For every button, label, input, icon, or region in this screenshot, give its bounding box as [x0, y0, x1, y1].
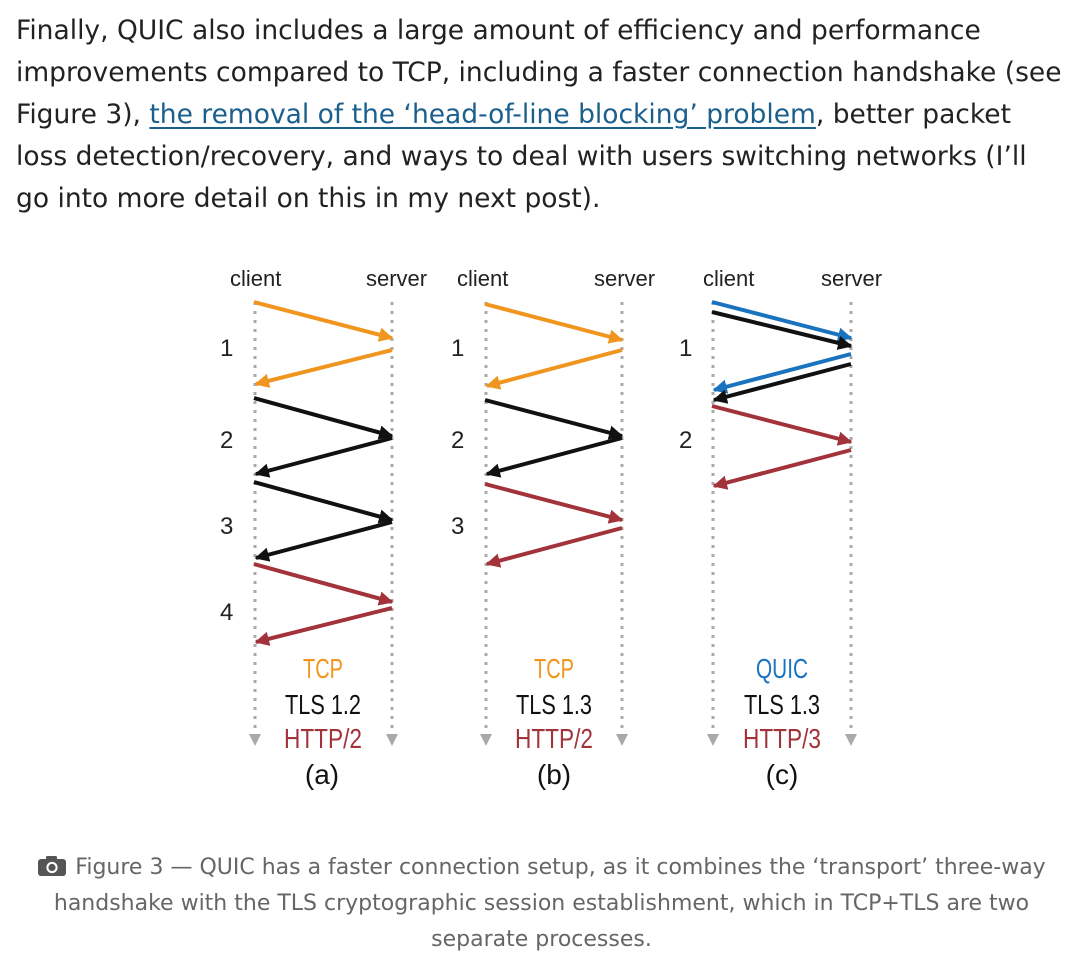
- tls-arrow: [253, 396, 394, 440]
- http-response-arrow: [254, 606, 393, 646]
- diagram-c: client server 1 2 QUIC TLS 1.3 HTTP/3 (c…: [679, 266, 882, 790]
- protocol-label: TLS 1.2: [285, 689, 361, 720]
- tls-arrow: [254, 520, 393, 562]
- server-timeline-arrowhead: [616, 734, 628, 746]
- tcp-syn-arrow: [484, 302, 624, 344]
- tcp-synack-arrow: [485, 348, 623, 390]
- round-trip-number: 2: [451, 427, 464, 454]
- figure-sublabel: (b): [537, 759, 571, 790]
- figure-caption: Figure 3 — QUIC has a faster connection …: [20, 850, 1063, 958]
- figure-sublabel: (a): [305, 759, 339, 790]
- figure-sublabel: (c): [766, 759, 799, 790]
- round-trip-number: 2: [679, 427, 692, 454]
- server-timeline-arrowhead: [386, 734, 398, 746]
- tls-arrow: [484, 398, 624, 440]
- caption-text: Figure 3 — QUIC has a faster connection …: [53, 855, 1046, 952]
- tls-serverhello-arrow: [712, 362, 852, 404]
- tcp-synack-arrow: [254, 348, 393, 388]
- client-timeline-arrowhead: [249, 734, 261, 746]
- paragraph-text-end: , better packet loss detection/recovery,…: [16, 99, 1027, 214]
- protocol-label: HTTP/2: [515, 723, 593, 754]
- handshake-figure: client server 1 2 3 4 TCP TLS 1.2 HTTP/2…: [220, 266, 882, 790]
- http-request-arrow: [484, 482, 624, 524]
- tls-arrow: [254, 436, 393, 478]
- round-trip-number: 4: [220, 599, 233, 626]
- diagram-b: client server 1 2 3 TCP TLS 1.3 HTTP/2 (…: [451, 266, 655, 790]
- http-response-arrow: [485, 526, 623, 568]
- protocol-label: HTTP/3: [743, 723, 821, 754]
- protocol-label: TCP: [303, 653, 343, 684]
- camera-icon: [38, 856, 67, 876]
- server-label: server: [594, 266, 655, 291]
- protocol-label: HTTP/2: [284, 723, 362, 754]
- tls-clienthello-arrow: [711, 310, 853, 350]
- protocol-label: QUIC: [756, 653, 808, 684]
- round-trip-number: 1: [679, 335, 692, 362]
- client-timeline-arrowhead: [707, 734, 719, 746]
- tls-arrow: [253, 480, 394, 524]
- round-trip-number: 2: [220, 427, 233, 454]
- protocol-label: TLS 1.3: [516, 689, 592, 720]
- body-paragraph: Finally, QUIC also includes a large amou…: [16, 10, 1066, 220]
- client-label: client: [457, 266, 508, 291]
- server-label: server: [821, 266, 882, 291]
- quic-initial-arrow: [711, 300, 853, 342]
- diagram-a: client server 1 2 3 4 TCP TLS 1.2 HTTP/2…: [220, 266, 427, 790]
- server-timeline-arrowhead: [845, 734, 857, 746]
- round-trip-number: 1: [220, 335, 233, 362]
- tls-arrow: [485, 436, 623, 478]
- client-label: client: [703, 266, 754, 291]
- http-response-arrow: [712, 448, 852, 490]
- tcp-syn-arrow: [253, 300, 394, 342]
- round-trip-number: 3: [451, 513, 464, 540]
- http-request-arrow: [253, 562, 394, 606]
- paragraph-text-start: Finally, QUIC also includes a large amou…: [16, 15, 1062, 130]
- head-of-line-blocking-link[interactable]: the removal of the ‘head-of-line blockin…: [149, 99, 816, 130]
- client-label: client: [230, 266, 281, 291]
- round-trip-number: 3: [220, 513, 233, 540]
- round-trip-number: 1: [451, 335, 464, 362]
- protocol-label: TCP: [534, 653, 574, 684]
- http-request-arrow: [711, 404, 853, 446]
- client-timeline-arrowhead: [480, 734, 492, 746]
- protocol-label: TLS 1.3: [744, 689, 820, 720]
- server-label: server: [366, 266, 427, 291]
- quic-response-arrow: [712, 352, 852, 394]
